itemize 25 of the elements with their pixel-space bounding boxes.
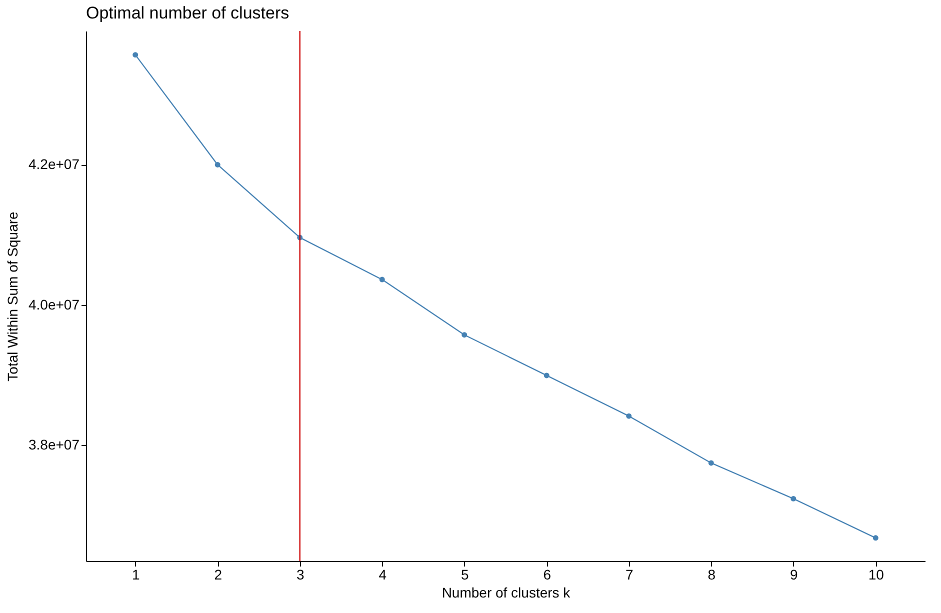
point [544,372,550,378]
point [462,332,468,338]
point [132,52,138,58]
x-tick-label: 6 [543,566,552,582]
x-tick-label: 8 [708,566,716,582]
point [214,162,220,168]
x-tick-label: 3 [296,566,304,582]
x-tick-label: 7 [625,566,634,582]
point [872,535,878,541]
y-tick-label: 3.8e+07 [28,436,80,452]
y-axis-title: Total Within Sum of Square [4,211,21,382]
point [790,496,796,502]
x-tick-label: 10 [868,566,884,582]
x-tick-label: 5 [460,566,469,582]
y-tick-label: 4.0e+07 [28,296,80,312]
x-tick-label: 9 [790,566,798,582]
y-tick-label: 4.2e+07 [28,156,80,172]
point [708,460,714,466]
x-tick-label: 1 [132,566,140,582]
x-axis-title: Number of clusters k [442,584,572,600]
point [626,413,632,419]
point [379,276,385,282]
chart-title: Optimal number of clusters [86,3,290,22]
x-tick-label: 2 [214,566,222,582]
x-tick-label: 4 [378,566,387,582]
